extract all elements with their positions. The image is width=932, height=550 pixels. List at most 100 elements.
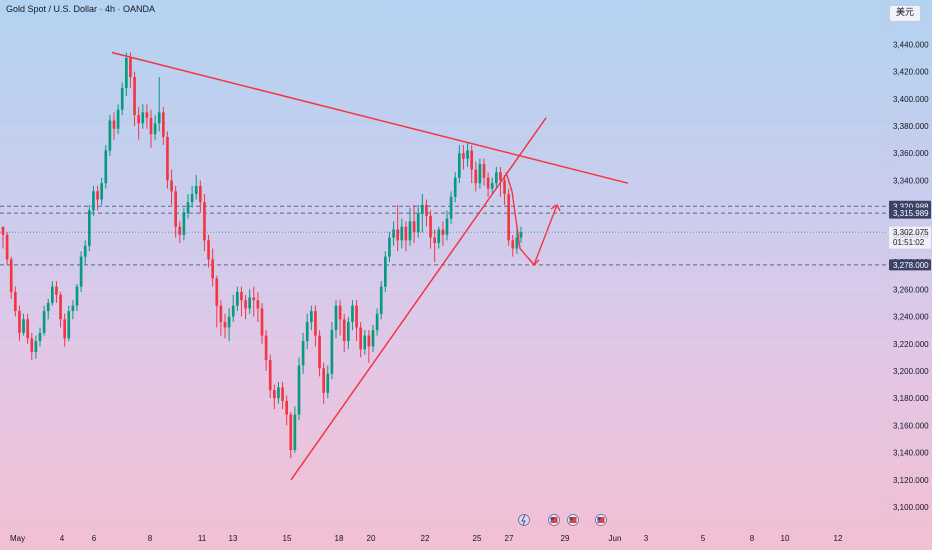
candle (157, 77, 161, 132)
candle-body (408, 221, 412, 241)
candle (92, 185, 95, 216)
candle (87, 204, 91, 252)
candle-body (420, 204, 424, 214)
us-news-event-icon (567, 514, 579, 526)
candle (153, 115, 157, 140)
candle-body (166, 136, 169, 181)
price-tick-label: 3,440.000 (893, 40, 929, 49)
candle (203, 194, 206, 252)
candle (425, 199, 428, 227)
candle-body (503, 180, 506, 195)
candle (223, 313, 227, 339)
candle (441, 221, 445, 246)
candle-body (392, 229, 395, 238)
candle-body (79, 256, 83, 287)
price-tick-label: 3,260.000 (893, 285, 929, 294)
time-tick-label: 15 (283, 534, 292, 543)
candle-body (318, 335, 321, 369)
candle (281, 381, 284, 410)
grid (0, 44, 888, 508)
candle-body (272, 390, 276, 399)
candle-body (153, 123, 157, 135)
candle (408, 207, 412, 246)
candle (38, 327, 42, 347)
candle-body (322, 368, 326, 393)
candle-body (22, 319, 25, 333)
price-badge: 3,315.989 (889, 207, 931, 219)
candle (50, 281, 54, 306)
candle (198, 180, 202, 214)
candle (416, 204, 420, 238)
candle-body (355, 305, 358, 328)
price-badge-bg (889, 226, 931, 249)
candle (449, 191, 453, 224)
candle (18, 305, 21, 342)
candle-body (433, 237, 437, 244)
candle (116, 104, 120, 135)
candle (383, 251, 387, 293)
candle (5, 232, 9, 265)
candle (297, 357, 301, 420)
candle (462, 145, 465, 170)
candle-body (18, 311, 21, 333)
candle-body (470, 150, 474, 170)
candle-body (486, 177, 490, 189)
candle-body (141, 112, 145, 124)
candle (227, 308, 231, 342)
currency-button[interactable]: 美元 (889, 5, 921, 22)
candle-body (519, 232, 523, 238)
time-tick-label: 10 (781, 534, 790, 543)
lightning-glyph (521, 514, 526, 526)
candle-body (145, 112, 149, 118)
candle-body (1, 226, 5, 235)
candle (507, 188, 511, 246)
candle-body (462, 153, 465, 159)
candle (285, 395, 289, 426)
price-badge-label: 3,278.000 (893, 261, 929, 270)
candle-body (112, 120, 116, 129)
candle-body (174, 191, 178, 227)
candle-body (13, 292, 17, 312)
candle-body (75, 286, 79, 306)
candle-body (490, 183, 494, 189)
candle (457, 145, 461, 184)
projection-arrowhead-down (528, 258, 540, 266)
candle (9, 256, 13, 299)
candle-body (42, 311, 46, 333)
candle-body (50, 286, 54, 303)
candle-body (314, 311, 317, 336)
candle-body (83, 245, 87, 257)
candle-body (511, 240, 515, 249)
candle-body (161, 112, 165, 137)
candle-body (309, 311, 313, 322)
candle (182, 207, 186, 241)
candle-body (494, 172, 498, 184)
candle-body (227, 316, 231, 328)
candle-body (203, 202, 206, 241)
time-tick-label: 29 (561, 534, 570, 543)
candle (334, 300, 338, 339)
candle-body (244, 300, 247, 309)
candle-body (293, 414, 297, 450)
candle (178, 221, 182, 244)
candle-body (38, 332, 42, 342)
candle-body (30, 338, 34, 352)
event-markers (518, 514, 607, 526)
candle (145, 104, 149, 129)
candle (318, 330, 321, 377)
candle-body (400, 226, 404, 241)
candle (79, 251, 83, 293)
candle-body (281, 387, 284, 401)
candle-body (371, 330, 375, 347)
candle (277, 381, 280, 404)
candle (351, 300, 354, 331)
candle-body (104, 150, 108, 184)
candle (322, 362, 326, 404)
candle (326, 365, 330, 399)
candle (400, 218, 404, 249)
candle-body (124, 57, 128, 88)
economic-event-icon (518, 514, 530, 526)
candle (346, 316, 350, 350)
candle-body (466, 150, 469, 159)
